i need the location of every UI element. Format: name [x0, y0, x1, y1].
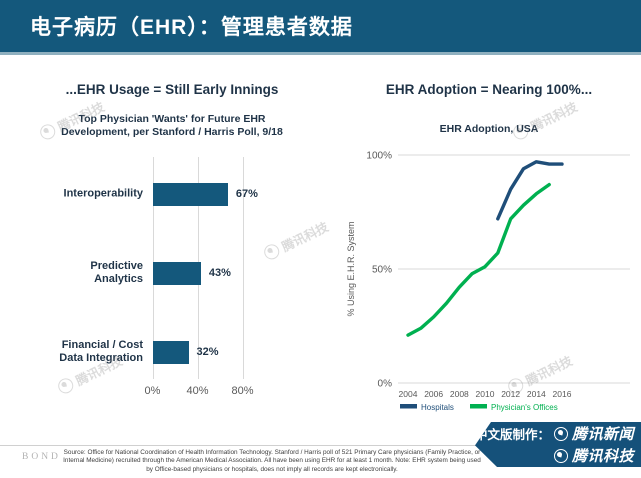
bar	[152, 182, 228, 206]
watermark: 腾讯科技	[510, 96, 580, 143]
attribution-banner: 中文版制作： 腾讯新闻 腾讯科技	[475, 422, 641, 467]
line-series	[496, 160, 564, 221]
banner-prefix: 中文版制作：	[475, 428, 551, 442]
bar	[152, 340, 189, 364]
bar-category-label: Interoperability	[63, 187, 143, 200]
bar-value-label: 67%	[235, 188, 258, 200]
watermark-text: 腾讯科技	[279, 219, 331, 255]
x-tick-label: 2012	[501, 389, 520, 399]
x-tick-label: 2004	[399, 389, 418, 399]
x-tick-label: 2010	[476, 389, 495, 399]
x-tick-label: 2014	[527, 389, 546, 399]
x-tick-label: 2008	[450, 389, 469, 399]
y-axis-title: % Using E.H.R. System	[346, 221, 356, 316]
y-tick-label: 100%	[366, 151, 392, 162]
right-chart-subtitle: EHR Adoption, USA	[439, 123, 539, 135]
left-chart-title: ...EHR Usage = Still Early Innings	[65, 82, 279, 97]
page-title: 电子病历（EHR）：管理患者数据	[30, 16, 353, 39]
bond-logo: BOND	[22, 452, 61, 462]
legend-swatch	[400, 404, 417, 409]
bar-value-label: 32%	[196, 346, 219, 358]
legend-swatch	[470, 404, 487, 409]
legend-label: Hospitals	[421, 403, 454, 412]
tencent-tech-label: 腾讯科技	[571, 448, 634, 465]
x-tick-label: 40%	[186, 385, 209, 397]
line-chart: 100% 50% 0% % Using E.H.R. System 2004 2006 20…	[346, 151, 630, 412]
header-bar: 电子病历（EHR）：管理患者数据	[0, 0, 641, 55]
line-series	[406, 182, 551, 337]
x-tick-label: 0%	[144, 385, 161, 397]
x-tick-label: 2006	[424, 389, 443, 399]
watermark-icon	[261, 241, 282, 262]
left-chart-subtitle: Top Physician 'Wants' for Future EHR Dev…	[61, 113, 283, 139]
bar-value-label: 43%	[208, 267, 231, 279]
bar	[152, 261, 201, 285]
x-tick-label: 2016	[553, 389, 572, 399]
grid-line	[242, 157, 244, 379]
banner-row-2: 腾讯科技	[475, 445, 641, 466]
legend-label: Physician's Offices	[491, 403, 558, 412]
footer-divider	[0, 445, 641, 446]
bar-category-label: Predictive Analytics	[90, 259, 143, 285]
watermark: 腾讯科技	[261, 216, 331, 263]
banner-row-1: 中文版制作： 腾讯新闻	[475, 423, 641, 444]
watermark-icon	[55, 375, 76, 396]
y-tick-label: 50%	[372, 265, 392, 276]
source-note: Source: Office for National Coordination…	[63, 449, 481, 473]
tencent-news-label: 腾讯新闻	[572, 426, 635, 443]
tencent-news-icon	[554, 426, 568, 441]
tencent-tech-icon	[553, 448, 568, 463]
right-chart-title: EHR Adoption = Nearing 100%...	[385, 82, 593, 97]
x-tick-label: 80%	[231, 385, 254, 397]
y-tick-label: 0%	[378, 379, 393, 390]
bar-category-label: Financial / Cost Data Integration	[59, 338, 143, 364]
